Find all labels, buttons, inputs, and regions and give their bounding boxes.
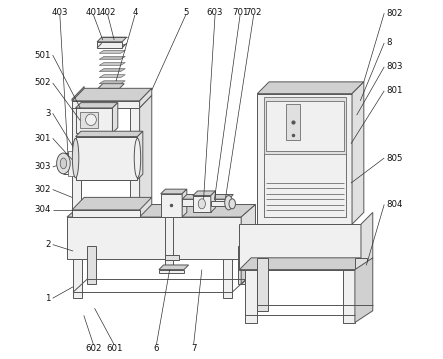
Polygon shape — [355, 258, 367, 311]
Polygon shape — [165, 260, 173, 266]
Text: 302: 302 — [34, 185, 51, 194]
Text: 7: 7 — [191, 344, 196, 353]
Polygon shape — [73, 259, 82, 298]
Text: 801: 801 — [386, 86, 403, 95]
Text: 301: 301 — [34, 134, 51, 143]
Polygon shape — [76, 136, 137, 180]
Polygon shape — [72, 197, 152, 210]
Ellipse shape — [72, 138, 79, 178]
Polygon shape — [99, 69, 125, 71]
Polygon shape — [99, 44, 125, 47]
Text: 8: 8 — [386, 38, 392, 47]
Polygon shape — [241, 246, 256, 284]
Polygon shape — [67, 217, 241, 259]
Polygon shape — [245, 270, 256, 322]
Polygon shape — [286, 104, 300, 140]
Text: 1: 1 — [45, 294, 51, 303]
Polygon shape — [72, 88, 152, 101]
Text: 304: 304 — [34, 205, 51, 214]
Text: 2: 2 — [45, 240, 51, 249]
Polygon shape — [99, 81, 125, 84]
Polygon shape — [211, 201, 232, 206]
Polygon shape — [241, 205, 256, 259]
Text: 403: 403 — [52, 8, 68, 17]
Polygon shape — [159, 265, 189, 270]
Polygon shape — [161, 189, 187, 194]
Polygon shape — [352, 82, 364, 224]
Polygon shape — [113, 103, 118, 133]
Polygon shape — [76, 131, 143, 136]
Polygon shape — [343, 270, 355, 322]
Polygon shape — [76, 108, 113, 133]
Text: 701: 701 — [232, 8, 249, 17]
Polygon shape — [140, 95, 152, 217]
Text: 805: 805 — [386, 154, 403, 163]
Polygon shape — [165, 255, 179, 260]
Polygon shape — [98, 84, 124, 88]
Text: 6: 6 — [154, 344, 159, 353]
Polygon shape — [76, 103, 118, 108]
Polygon shape — [257, 82, 364, 94]
Polygon shape — [161, 194, 182, 217]
Polygon shape — [182, 199, 229, 206]
Polygon shape — [182, 195, 233, 199]
Text: 502: 502 — [34, 79, 51, 88]
Text: 303: 303 — [34, 163, 51, 172]
Ellipse shape — [198, 199, 206, 209]
Polygon shape — [193, 191, 215, 196]
Polygon shape — [80, 112, 98, 128]
Polygon shape — [211, 191, 215, 213]
Polygon shape — [99, 75, 125, 78]
Text: 602: 602 — [85, 344, 102, 353]
Polygon shape — [72, 101, 140, 108]
Text: 601: 601 — [106, 344, 122, 353]
Polygon shape — [266, 101, 344, 151]
Ellipse shape — [229, 199, 235, 209]
Polygon shape — [264, 154, 346, 217]
Polygon shape — [237, 246, 247, 284]
Polygon shape — [264, 97, 346, 217]
Polygon shape — [159, 270, 184, 273]
Text: 802: 802 — [386, 9, 403, 18]
Ellipse shape — [60, 158, 66, 169]
Polygon shape — [182, 189, 187, 217]
Text: 402: 402 — [100, 8, 116, 17]
Polygon shape — [72, 101, 82, 217]
Text: 3: 3 — [45, 109, 51, 118]
Polygon shape — [256, 258, 268, 311]
Ellipse shape — [85, 114, 96, 126]
Text: 401: 401 — [85, 8, 102, 17]
Text: 603: 603 — [207, 8, 223, 17]
Polygon shape — [67, 205, 256, 217]
Polygon shape — [223, 259, 232, 298]
Polygon shape — [257, 94, 352, 224]
Ellipse shape — [134, 138, 141, 178]
Polygon shape — [99, 62, 125, 65]
Bar — [97, 42, 122, 48]
Polygon shape — [137, 131, 143, 180]
Polygon shape — [239, 224, 361, 270]
Polygon shape — [99, 56, 125, 59]
Polygon shape — [72, 210, 140, 217]
Polygon shape — [193, 196, 211, 213]
Polygon shape — [97, 37, 127, 42]
Text: 4: 4 — [132, 8, 138, 17]
Polygon shape — [130, 101, 140, 217]
Polygon shape — [361, 213, 373, 270]
Ellipse shape — [225, 196, 233, 210]
Polygon shape — [165, 217, 173, 255]
Text: 702: 702 — [245, 8, 262, 17]
Text: 501: 501 — [34, 51, 51, 60]
Text: 5: 5 — [183, 8, 188, 17]
Text: 804: 804 — [386, 200, 403, 209]
Polygon shape — [68, 151, 76, 176]
Text: 803: 803 — [386, 62, 403, 71]
Polygon shape — [99, 50, 125, 53]
Ellipse shape — [57, 153, 70, 174]
Polygon shape — [140, 88, 152, 108]
Polygon shape — [355, 258, 373, 322]
Polygon shape — [239, 258, 373, 270]
Polygon shape — [87, 246, 96, 284]
Polygon shape — [72, 87, 84, 101]
